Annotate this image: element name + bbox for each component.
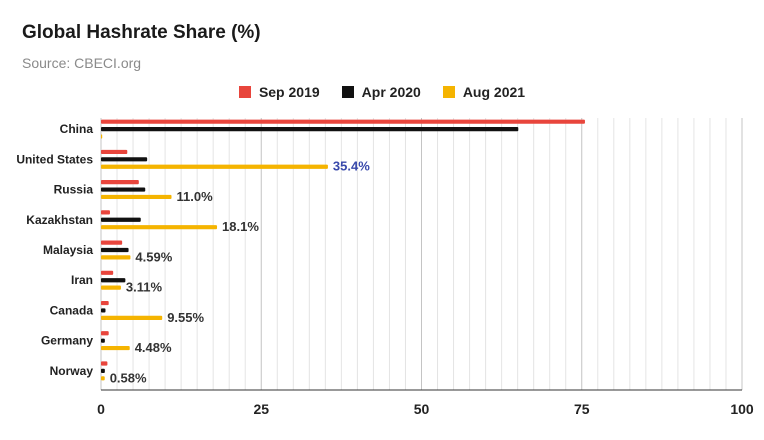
bar-sep-2019 (101, 149, 128, 155)
data-label: 35.4% (333, 159, 370, 174)
bar-aug-2021 (101, 194, 172, 200)
bar-sep-2019 (101, 119, 585, 124)
bar-aug-2021 (101, 345, 130, 351)
data-label: 9.55% (167, 310, 204, 325)
data-label: 4.59% (135, 249, 172, 264)
data-label: 11.0% (177, 189, 214, 204)
bar-aug-2021 (101, 376, 105, 381)
data-label: 4.48% (135, 340, 172, 355)
legend-swatch-sep-2019 (238, 86, 251, 98)
legend-item-aug-2021[interactable]: Aug 2021 (442, 84, 526, 100)
category-label: China (60, 122, 94, 136)
category-label: Iran (71, 273, 93, 287)
bar-aug-2021 (101, 134, 103, 139)
legend-label-aug-2021: Aug 2021 (462, 84, 526, 100)
bar-aug-2021 (101, 255, 131, 260)
bar-apr-2020 (101, 278, 126, 283)
bar-apr-2020 (101, 368, 105, 373)
bar-sep-2019 (101, 210, 110, 215)
category-label: Canada (50, 303, 94, 317)
bar-apr-2020 (101, 247, 129, 253)
data-label: 0.58% (110, 370, 147, 385)
x-tick-label: 0 (97, 401, 105, 417)
chart-legend: Sep 2019 Apr 2020 Aug 2021 (0, 84, 764, 100)
chart-title: Global Hashrate Share (%) (22, 22, 261, 43)
x-tick-label: 50 (414, 401, 430, 417)
legend-item-apr-2020[interactable]: Apr 2020 (341, 84, 421, 100)
legend-label-sep-2019: Sep 2019 (258, 84, 320, 100)
bar-sep-2019 (101, 240, 123, 245)
bar-apr-2020 (101, 127, 519, 132)
bar-apr-2020 (101, 217, 141, 222)
legend-swatch-aug-2021 (442, 86, 455, 98)
data-label: 18.1% (222, 219, 259, 234)
category-label: Germany (41, 334, 93, 348)
legend-swatch-apr-2020 (341, 86, 354, 98)
category-label: Norway (50, 364, 94, 378)
bar-aug-2021 (101, 164, 328, 169)
bar-sep-2019 (101, 300, 109, 306)
bar-aug-2021 (101, 285, 121, 290)
x-tick-label: 100 (730, 401, 754, 417)
bar-apr-2020 (101, 157, 148, 162)
bar-apr-2020 (101, 187, 146, 192)
legend-label-apr-2020: Apr 2020 (361, 84, 421, 100)
bar-sep-2019 (101, 331, 109, 336)
category-label: Kazakhstan (26, 213, 93, 227)
x-tick-label: 25 (253, 401, 269, 417)
bar-sep-2019 (101, 180, 139, 185)
x-tick-label: 75 (574, 401, 590, 417)
category-label: Russia (54, 183, 94, 197)
data-label: 3.11% (126, 280, 163, 295)
legend-item-sep-2019[interactable]: Sep 2019 (238, 84, 320, 100)
bar-sep-2019 (101, 361, 108, 366)
bar-sep-2019 (101, 270, 114, 275)
bar-apr-2020 (101, 338, 105, 343)
chart-subtitle: Source: CBECI.org (22, 55, 142, 71)
category-label: Malaysia (43, 243, 93, 257)
bar-apr-2020 (101, 308, 106, 313)
bar-aug-2021 (101, 225, 218, 230)
category-label: United States (16, 152, 93, 166)
bar-aug-2021 (101, 315, 163, 320)
